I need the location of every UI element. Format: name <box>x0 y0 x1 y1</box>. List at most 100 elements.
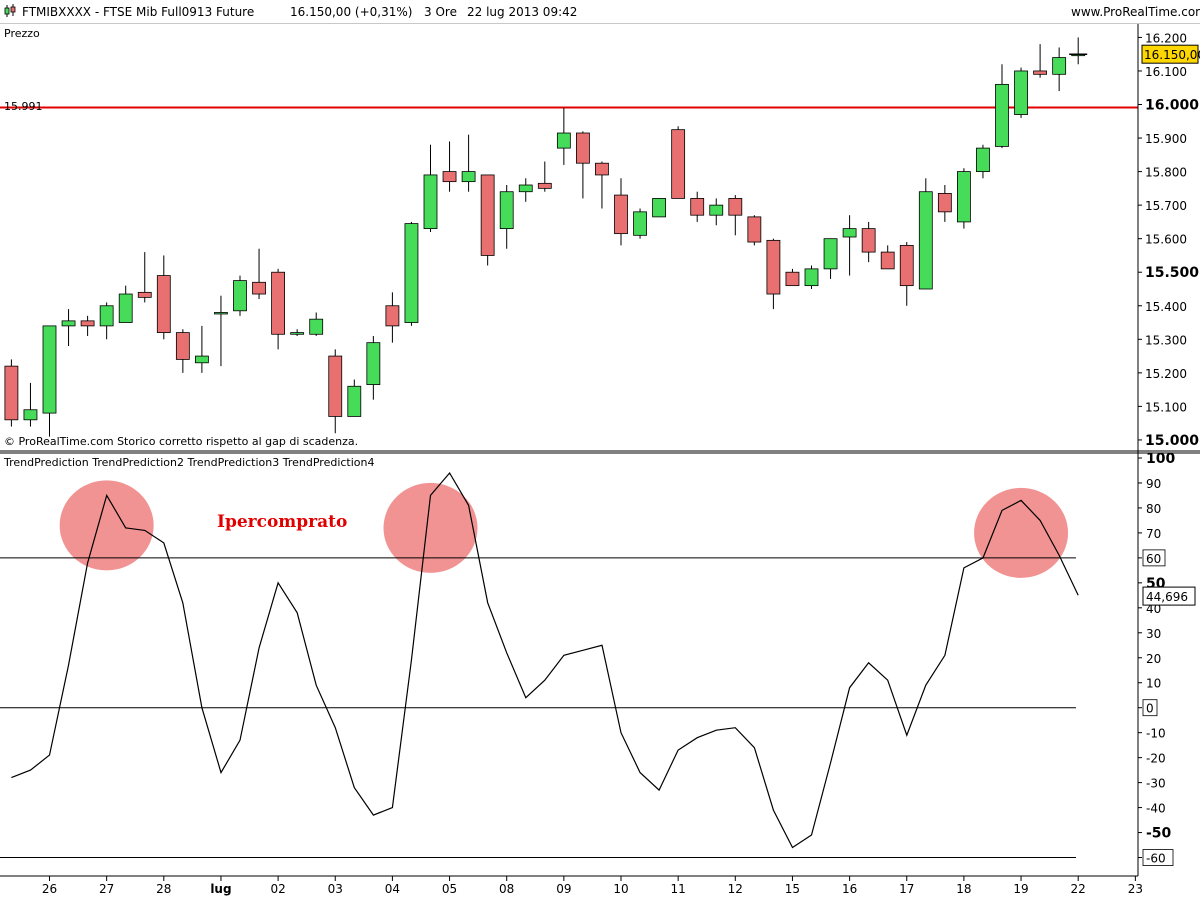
indicator-axis-label: -10 <box>1146 727 1166 741</box>
candle <box>576 131 590 199</box>
candle <box>995 64 1009 149</box>
x-axis-label: 08 <box>499 882 514 896</box>
price-axis-label: 15.800 <box>1145 166 1187 180</box>
candle <box>23 382 38 427</box>
indicator-axis-label: 80 <box>1146 502 1161 516</box>
candle <box>976 144 990 179</box>
x-axis-label: lug <box>210 882 231 896</box>
candle <box>99 302 114 340</box>
candle <box>957 168 971 229</box>
candle-body <box>1052 57 1067 75</box>
x-axis-label: 23 <box>1128 882 1143 896</box>
candle-body <box>633 211 647 236</box>
x-axis-label: 10 <box>613 882 628 896</box>
indicator-panel-title: TrendPrediction TrendPrediction2 TrendPr… <box>3 456 375 469</box>
candle-body <box>785 271 800 287</box>
candle-body <box>61 320 76 327</box>
candle <box>614 178 628 246</box>
candle <box>271 268 286 350</box>
candle <box>499 185 514 249</box>
candle <box>652 198 666 218</box>
candle <box>766 238 781 310</box>
candle <box>1052 47 1067 92</box>
candle <box>347 379 362 417</box>
price-axis-label: 15.700 <box>1145 199 1187 213</box>
price-axis-label: 15.300 <box>1145 333 1187 347</box>
candle-body <box>385 305 400 327</box>
candle <box>918 178 933 290</box>
candle <box>61 309 76 347</box>
candle <box>42 325 57 437</box>
candle <box>880 245 895 270</box>
price-panel-footer: © ProRealTime.com Storico corretto rispe… <box>4 435 358 448</box>
x-axis-label: 02 <box>270 882 285 896</box>
candle <box>1033 44 1047 78</box>
candle <box>233 275 247 316</box>
candle-body <box>918 191 933 290</box>
candle <box>385 292 400 343</box>
candle <box>595 161 609 209</box>
x-axis-label: 18 <box>956 882 971 896</box>
candle-body <box>937 192 952 213</box>
candle-body <box>556 132 571 149</box>
candle-body <box>480 174 495 256</box>
candle-body <box>957 171 971 223</box>
candle <box>442 141 457 192</box>
candle <box>175 329 190 373</box>
candle-body <box>194 355 209 364</box>
indicator-axis-label: 90 <box>1146 477 1161 491</box>
candle-body <box>842 228 857 238</box>
candle <box>690 191 705 222</box>
price-axis-label: 16.000 <box>1145 98 1199 114</box>
indicator-axis-label: 70 <box>1146 527 1161 541</box>
price-panel: 15.000 15.100 15.200 15.300 15.400 15.500 15.6… <box>0 31 1200 449</box>
candle-body <box>899 244 914 287</box>
candle-body <box>137 291 152 298</box>
symbol-name: FTMIBXXXX - FTSE Mib Full0913 Future <box>22 5 255 19</box>
candle-body <box>23 409 38 421</box>
candle <box>556 107 571 165</box>
trend-prediction-line <box>11 471 1079 849</box>
candle-body <box>518 184 533 193</box>
candle-body <box>728 198 743 216</box>
candle <box>461 134 476 192</box>
title-bar: FTMIBXXXX - FTSE Mib Full0913 Future 16.… <box>0 0 1200 24</box>
candle-body <box>233 280 247 312</box>
candle <box>366 335 381 400</box>
x-axis-label: 15 <box>785 882 800 896</box>
candle <box>118 285 133 323</box>
indicator-axis-label: 60 <box>1146 552 1161 566</box>
price-axis-label: 15.900 <box>1145 132 1187 146</box>
candle-body <box>80 320 95 327</box>
candle-body <box>499 191 514 230</box>
candle-body <box>156 275 171 333</box>
x-axis-label: 11 <box>671 882 686 896</box>
horizontal-level-label: 15.991 <box>4 100 43 113</box>
candle <box>633 208 647 239</box>
candle <box>1071 37 1086 65</box>
overbought-highlight <box>974 487 1069 578</box>
candle-body <box>4 365 19 421</box>
x-axis-label: 27 <box>99 882 114 896</box>
candle-body <box>747 216 762 243</box>
candle <box>1014 67 1028 118</box>
candle <box>480 174 495 266</box>
x-axis-label: 12 <box>728 882 743 896</box>
site-url[interactable]: www.ProRealTime.com <box>1071 5 1200 19</box>
candle <box>785 268 800 287</box>
x-axis-label: 05 <box>442 882 457 896</box>
date-time: 22 lug 2013 09:42 <box>467 5 578 19</box>
candle-body <box>995 83 1009 147</box>
indicator-axis-label: -20 <box>1146 752 1166 766</box>
candle-body <box>614 194 628 235</box>
indicator-axis-label: -50 <box>1146 826 1172 842</box>
price-axis-label: 16.200 <box>1145 31 1187 45</box>
price-panel-title: Prezzo <box>4 27 40 40</box>
x-axis-label: 04 <box>385 882 400 896</box>
x-axis-label: 03 <box>328 882 343 896</box>
candle <box>709 198 724 226</box>
indicator-axis-label: 30 <box>1146 627 1161 641</box>
candle <box>671 126 686 199</box>
candle <box>747 215 762 246</box>
candle-body <box>423 174 438 230</box>
